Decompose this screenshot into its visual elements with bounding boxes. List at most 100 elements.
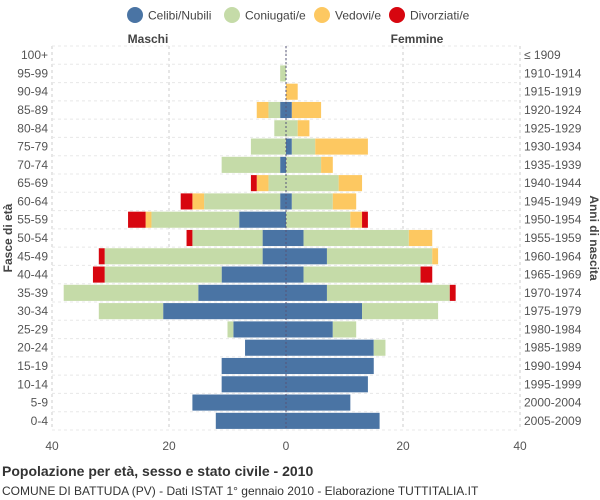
bar-male-65-69-vedovi-e	[256, 175, 269, 192]
age-label-3: 85-89	[17, 103, 48, 117]
header-maschi: Maschi	[128, 32, 169, 46]
bar-female-75-79-coniugati-e	[291, 138, 316, 155]
chart-subtitle: COMUNE DI BATTUDA (PV) - Dati ISTAT 1° g…	[2, 484, 479, 498]
age-label-7: 65-69	[17, 176, 48, 190]
age-label-9: 55-59	[17, 213, 48, 227]
birth-year-label-6: 1935-1939	[524, 158, 582, 172]
birth-year-label-4: 1925-1929	[524, 121, 582, 135]
bar-male-20-24-celibi-nubili	[245, 339, 286, 356]
legend-marker-2	[314, 7, 330, 23]
bar-male-45-49-celibi-nubili	[262, 248, 286, 265]
bar-female-65-69-vedovi-e	[338, 175, 363, 192]
bar-female-70-74-vedovi-e	[321, 156, 333, 173]
birth-year-label-5: 1930-1934	[524, 140, 582, 154]
age-label-13: 35-39	[17, 286, 48, 300]
bar-female-30-34-coniugati-e	[362, 303, 439, 320]
bar-male-85-89-coniugati-e	[268, 101, 281, 119]
bar-male-25-29-coniugati-e	[227, 321, 234, 338]
bar-female-35-39-divorziati-e	[449, 284, 456, 301]
bar-female-70-74-coniugati-e	[286, 156, 322, 173]
legend-label-1: Coniugati/e	[245, 9, 306, 23]
bar-male-30-34-celibi-nubili	[163, 303, 286, 320]
bar-female-55-59-divorziati-e	[362, 211, 368, 228]
x-tick-label-4: 40	[513, 439, 527, 453]
bar-male-70-74-coniugati-e	[221, 156, 281, 173]
bar-male-60-64-vedovi-e	[192, 193, 205, 210]
bar-female-40-44-coniugati-e	[303, 266, 421, 283]
bar-male-55-59-celibi-nubili	[239, 211, 286, 228]
age-label-11: 45-49	[17, 249, 48, 263]
bar-male-50-54-coniugati-e	[192, 229, 263, 247]
bar-female-40-44-celibi-nubili	[286, 266, 304, 283]
age-label-12: 40-44	[17, 268, 48, 282]
birth-year-label-12: 1965-1969	[524, 268, 582, 282]
bar-male-95-99-coniugati-e	[280, 65, 286, 82]
bar-female-60-64-coniugati-e	[291, 193, 333, 210]
birth-year-label-11: 1960-1964	[524, 249, 582, 263]
age-label-0: 100+	[21, 48, 48, 62]
age-label-18: 10-14	[17, 377, 48, 391]
birth-year-label-9: 1950-1954	[524, 213, 582, 227]
bar-female-0-4-celibi-nubili	[286, 412, 380, 429]
bar-female-60-64-vedovi-e	[332, 193, 357, 210]
legend-marker-0	[127, 7, 143, 23]
age-label-15: 25-29	[17, 322, 48, 336]
bar-female-60-64-celibi-nubili	[286, 193, 292, 210]
bar-female-85-89-vedovi-e	[291, 101, 322, 119]
age-label-4: 80-84	[17, 121, 48, 135]
bar-male-25-29-celibi-nubili	[233, 321, 286, 338]
bar-female-90-94-vedovi-e	[286, 83, 298, 100]
bar-female-85-89-celibi-nubili	[286, 101, 292, 119]
birth-year-label-3: 1920-1924	[524, 103, 582, 117]
bar-female-55-59-vedovi-e	[350, 211, 363, 228]
bar-female-20-24-coniugati-e	[373, 339, 386, 356]
bar-male-70-74-celibi-nubili	[280, 156, 286, 173]
x-tick-label-1: 20	[162, 439, 176, 453]
bar-female-40-44-divorziati-e	[420, 266, 433, 283]
birth-year-label-1: 1910-1914	[524, 66, 582, 80]
age-label-2: 90-94	[17, 85, 48, 99]
bar-female-75-79-vedovi-e	[315, 138, 368, 155]
birth-year-label-14: 1975-1979	[524, 304, 582, 318]
birth-year-label-8: 1945-1949	[524, 194, 582, 208]
bar-male-35-39-coniugati-e	[63, 284, 199, 301]
bar-male-75-79-coniugati-e	[250, 138, 286, 155]
bar-male-55-59-vedovi-e	[145, 211, 152, 228]
age-label-8: 60-64	[17, 194, 48, 208]
bar-male-60-64-divorziati-e	[180, 193, 193, 210]
legend-marker-1	[224, 7, 240, 23]
bar-male-50-54-divorziati-e	[186, 229, 193, 247]
legend-label-2: Vedovi/e	[335, 9, 381, 23]
age-label-1: 95-99	[17, 66, 48, 80]
bar-female-30-34-celibi-nubili	[286, 303, 363, 320]
bar-female-35-39-celibi-nubili	[286, 284, 327, 301]
birth-year-label-16: 1985-1989	[524, 341, 582, 355]
age-label-5: 75-79	[17, 140, 48, 154]
bar-female-35-39-coniugati-e	[326, 284, 450, 301]
age-label-20: 0-4	[31, 414, 49, 428]
legend-marker-3	[389, 7, 405, 23]
bar-female-25-29-coniugati-e	[332, 321, 357, 338]
bar-male-40-44-divorziati-e	[92, 266, 105, 283]
bar-female-20-24-celibi-nubili	[286, 339, 374, 356]
bar-male-15-19-celibi-nubili	[221, 357, 286, 375]
birth-year-label-20: 2005-2009	[524, 414, 582, 428]
x-tick-label-0: 40	[45, 439, 59, 453]
bar-male-45-49-coniugati-e	[104, 248, 263, 265]
birth-year-label-18: 1995-1999	[524, 377, 582, 391]
birth-year-label-7: 1940-1944	[524, 176, 582, 190]
bar-male-80-84-coniugati-e	[274, 120, 286, 137]
bar-female-80-84-coniugati-e	[286, 120, 298, 137]
bar-female-45-49-coniugati-e	[326, 248, 433, 265]
bar-female-50-54-celibi-nubili	[286, 229, 304, 247]
age-label-19: 5-9	[31, 396, 49, 410]
bar-female-45-49-vedovi-e	[432, 248, 439, 265]
bar-male-50-54-celibi-nubili	[262, 229, 286, 247]
bar-male-10-14-celibi-nubili	[221, 376, 286, 393]
chart-title: Popolazione per età, sesso e stato civil…	[2, 463, 314, 479]
birth-year-label-10: 1955-1959	[524, 231, 582, 245]
bar-female-10-14-celibi-nubili	[286, 376, 368, 393]
bar-male-55-59-coniugati-e	[151, 211, 240, 228]
birth-year-label-17: 1990-1994	[524, 359, 582, 373]
bar-male-0-4-celibi-nubili	[215, 412, 286, 429]
